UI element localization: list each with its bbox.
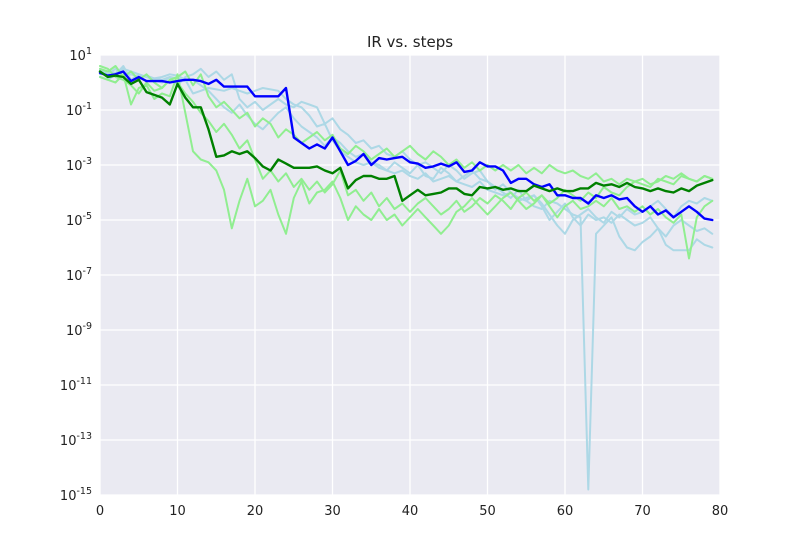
y-tick-label: 10-5: [66, 211, 92, 229]
x-tick-label: 70: [634, 504, 651, 519]
series-lines: [98, 65, 714, 491]
y-tick-exponent: -3: [83, 156, 92, 167]
series-line-5: [99, 65, 714, 186]
y-tick-label: 10-11: [60, 376, 92, 394]
x-tick-labels: 0 10 20 30 40 50 60 70 80: [96, 504, 728, 519]
y-tick-label: 10-1: [66, 101, 92, 119]
x-tick-label: 0: [96, 504, 104, 519]
y-tick-label: 10-3: [66, 156, 92, 174]
series-line-0: [99, 67, 714, 238]
y-tick-base: 10: [69, 49, 86, 64]
y-tick-label: 101: [69, 46, 92, 64]
y-tick-base: 10: [66, 104, 83, 119]
x-tick-label: 30: [324, 504, 341, 519]
series-line-6: [98, 70, 714, 222]
y-tick-base: 10: [66, 159, 83, 174]
y-tick-exponent: -9: [83, 321, 92, 332]
y-tick-exponent: -1: [83, 101, 92, 112]
y-tick-base: 10: [60, 434, 77, 449]
y-tick-exponent: -7: [83, 266, 92, 277]
y-tick-base: 10: [60, 489, 77, 504]
series-line-2: [99, 65, 714, 235]
series-line-4: [99, 73, 714, 260]
x-tick-label: 20: [247, 504, 264, 519]
x-tick-label: 60: [557, 504, 574, 519]
y-tick-base: 10: [66, 324, 83, 339]
y-tick-exponent: 1: [86, 46, 92, 57]
x-tick-label: 40: [402, 504, 419, 519]
y-tick-exponent: -11: [76, 376, 92, 387]
y-tick-exponent: -13: [76, 431, 92, 442]
series-line-1: [99, 67, 714, 491]
y-tick-base: 10: [60, 379, 77, 394]
y-tick-label: 10-13: [60, 431, 92, 449]
x-tick-label: 50: [479, 504, 496, 519]
chart-title: IR vs. steps: [367, 33, 453, 51]
series-line-7: [98, 70, 714, 203]
y-tick-label: 10-9: [66, 321, 92, 339]
y-tick-exponent: -5: [83, 211, 92, 222]
y-tick-exponent: -15: [76, 486, 92, 497]
x-tick-label: 10: [169, 504, 186, 519]
y-tick-base: 10: [66, 269, 83, 284]
y-tick-base: 10: [66, 214, 83, 229]
grid-lines: [99, 54, 721, 496]
y-tick-label: 10-7: [66, 266, 92, 284]
y-tick-label: 10-15: [60, 486, 92, 504]
x-tick-label: 80: [712, 504, 729, 519]
